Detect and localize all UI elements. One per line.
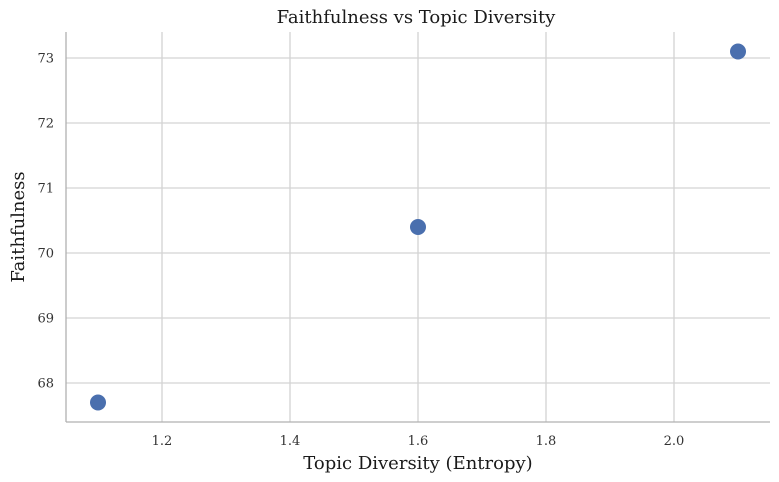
data-point <box>410 219 426 235</box>
data-points <box>90 43 746 411</box>
data-point <box>90 394 106 411</box>
x-axis-title: Topic Diversity (Entropy) <box>303 453 532 474</box>
grid <box>66 32 770 422</box>
x-tick-label: 1.4 <box>280 434 301 449</box>
tick-labels: 1.2 1.4 1.6 1.8 2.0 68 69 70 71 72 73 <box>37 52 684 450</box>
y-tick-label: 69 <box>37 312 54 327</box>
y-tick-label: 72 <box>37 117 54 132</box>
axes <box>65 32 770 423</box>
x-tick-label: 1.8 <box>536 434 557 449</box>
y-tick-label: 68 <box>37 377 54 392</box>
x-tick-label: 2.0 <box>664 434 685 449</box>
chart-title: Faithfulness vs Topic Diversity <box>277 7 557 28</box>
y-tick-label: 71 <box>37 182 54 197</box>
y-tick-label: 73 <box>37 52 54 67</box>
y-tick-label: 70 <box>37 247 54 262</box>
x-tick-label: 1.6 <box>408 434 429 449</box>
data-point <box>730 43 746 60</box>
y-axis-title: Faithfulness <box>8 171 29 282</box>
x-tick-label: 1.2 <box>152 434 173 449</box>
